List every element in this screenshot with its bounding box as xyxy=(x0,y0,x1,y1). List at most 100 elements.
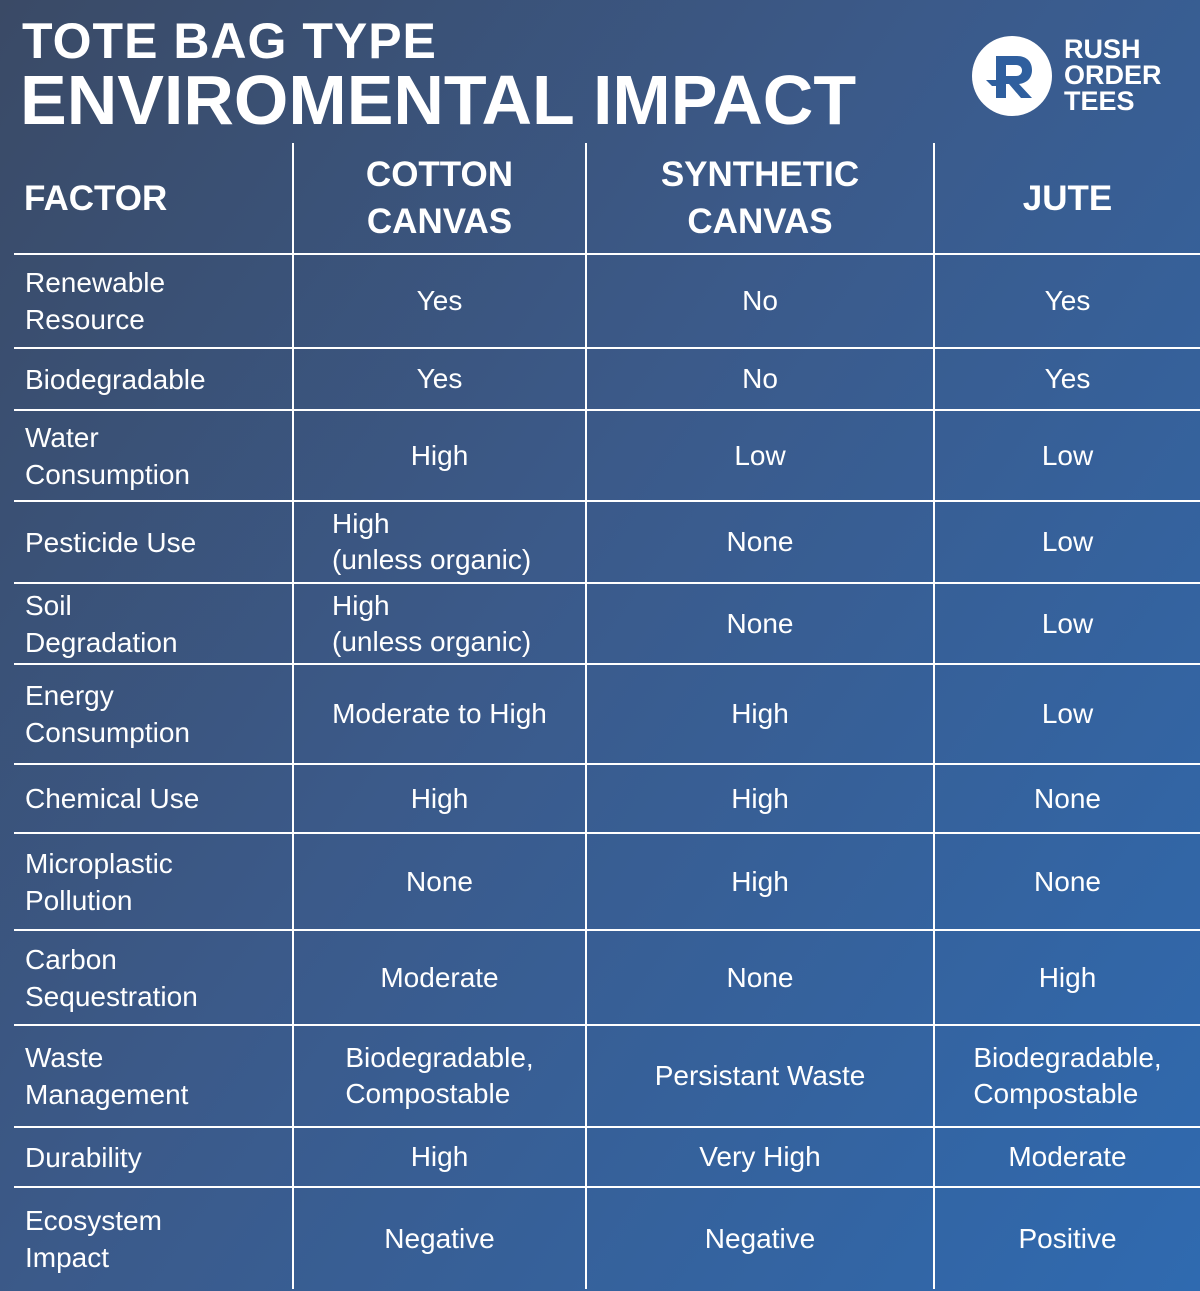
value-label: Low xyxy=(1041,439,1094,471)
factor-label: Renewable Resource xyxy=(25,267,166,335)
table-row: Waste Management Biodegradable, Compostab… xyxy=(14,1024,1200,1127)
value-cell: Biodegradable, Compostable xyxy=(292,1024,586,1127)
value-label: High xyxy=(410,1141,469,1172)
value-label: High xyxy=(1038,961,1097,993)
logo-word-tees: TEES xyxy=(1064,86,1135,116)
value-cell: None xyxy=(585,500,934,583)
factor-cell: Microplastic Pollution xyxy=(14,832,293,930)
value-cell: Moderate xyxy=(933,1126,1200,1187)
factor-cell: Ecosystem Impact xyxy=(14,1186,293,1289)
factor-cell: Chemical Use xyxy=(14,763,293,833)
table-row: Ecosystem Impact Negative Negative Positive xyxy=(14,1186,1200,1289)
table-row: Water Consumption High Low Low xyxy=(14,409,1200,501)
value-cell: High (unless organic) xyxy=(292,582,586,664)
table-row: Soil Degradation High (unless organic) Non… xyxy=(14,582,1200,664)
factor-cell: Pesticide Use xyxy=(14,500,293,583)
value-cell: Very High xyxy=(585,1126,934,1187)
value-label: None xyxy=(726,607,794,639)
factor-cell: Energy Consumption xyxy=(14,663,293,764)
r-logo-icon xyxy=(972,36,1052,116)
column-header: COTTON CANVAS xyxy=(292,143,586,254)
value-label: Moderate xyxy=(380,961,499,993)
table-row: Carbon Sequestration Moderate None High xyxy=(14,929,1200,1025)
value-label: High xyxy=(410,782,469,814)
value-cell: High xyxy=(585,663,934,764)
value-label: High xyxy=(731,782,789,814)
value-label: Negative xyxy=(704,1222,816,1254)
column-header-label: JUTE xyxy=(1022,178,1113,218)
value-label: No xyxy=(742,363,778,394)
table-row: Chemical Use High High None xyxy=(14,763,1200,833)
factor-cell: Carbon Sequestration xyxy=(14,929,293,1025)
factor-label: Biodegradable xyxy=(25,363,206,395)
table-row: Durability High Very High Moderate xyxy=(14,1126,1200,1187)
table-row: Energy Consumption Moderate to High High Lo… xyxy=(14,663,1200,764)
value-cell: None xyxy=(585,582,934,664)
factor-label: Water Consumption xyxy=(25,421,190,490)
factor-label: Soil Degradation xyxy=(25,589,178,658)
value-cell: High xyxy=(292,763,586,833)
value-cell: High xyxy=(585,832,934,930)
value-label: Moderate to High xyxy=(332,698,547,729)
factor-label: Carbon Sequestration xyxy=(25,943,198,1012)
factor-label: Waste Management xyxy=(25,1042,189,1110)
value-label: None xyxy=(1034,782,1101,814)
value-cell: Yes xyxy=(933,347,1200,410)
column-header-label: COTTON CANVAS xyxy=(365,155,514,241)
factor-cell: Biodegradable xyxy=(14,347,293,410)
factor-label: Microplastic Pollution xyxy=(25,847,173,916)
rush-order-tees-logo: RUSH ORDER TEES xyxy=(972,34,1182,120)
value-cell: Yes xyxy=(933,253,1200,348)
column-header-label: SYNTHETIC CANVAS xyxy=(660,155,860,241)
column-header: SYNTHETIC CANVAS xyxy=(585,143,934,254)
value-label: Low xyxy=(1041,698,1094,729)
value-cell: None xyxy=(933,763,1200,833)
value-cell: High xyxy=(933,929,1200,1025)
value-label: Positive xyxy=(1018,1222,1117,1254)
value-label: Biodegradable, Compostable xyxy=(973,1042,1162,1109)
value-label: Biodegradable, Compostable xyxy=(345,1042,534,1109)
value-label: Low xyxy=(1041,607,1094,639)
value-cell: Low xyxy=(933,582,1200,664)
value-cell: Low xyxy=(585,409,934,501)
logo-word-rush: RUSH xyxy=(1064,34,1141,64)
factor-label: Durability xyxy=(25,1141,142,1173)
page-title-line1: TOTE BAG TYPE xyxy=(22,13,437,69)
page-title-line2: ENVIROMENTAL IMPACT xyxy=(20,61,857,139)
factor-cell: Durability xyxy=(14,1126,293,1187)
value-label: Low xyxy=(734,439,786,471)
value-label: None xyxy=(406,865,473,897)
value-cell: Biodegradable, Compostable xyxy=(933,1024,1200,1127)
table-body: Renewable Resource Yes No Yes Biodegradable Y… xyxy=(14,253,1200,1289)
value-cell: Yes xyxy=(292,253,586,348)
value-label: No xyxy=(742,285,778,316)
logo-word-order: ORDER xyxy=(1064,60,1162,90)
factor-cell: Waste Management xyxy=(14,1024,293,1127)
header-row: FACTOR COTTON CANVAS SYNTHETIC CANVAS JU… xyxy=(14,143,1200,254)
table-row: Pesticide Use High (unless organic) None Lo… xyxy=(14,500,1200,583)
value-cell: No xyxy=(585,253,934,348)
value-label: Persistant Waste xyxy=(654,1060,866,1091)
value-cell: Low xyxy=(933,409,1200,501)
table-row: Biodegradable Yes No Yes xyxy=(14,347,1200,410)
factor-cell: Renewable Resource xyxy=(14,253,293,348)
value-label: Negative xyxy=(384,1222,495,1254)
value-cell: Moderate to High xyxy=(292,663,586,764)
value-label: High xyxy=(731,865,789,897)
value-label: Yes xyxy=(1044,363,1091,394)
value-cell: Negative xyxy=(585,1186,934,1289)
factor-cell: Water Consumption xyxy=(14,409,293,501)
value-label: High xyxy=(410,439,469,471)
value-cell: Yes xyxy=(292,347,586,410)
column-header: FACTOR xyxy=(14,143,293,254)
value-cell: Moderate xyxy=(292,929,586,1025)
factor-label: Chemical Use xyxy=(25,783,200,814)
value-cell: Negative xyxy=(292,1186,586,1289)
value-label: Very High xyxy=(699,1141,821,1172)
value-label: High (unless organic) xyxy=(332,589,532,657)
column-header: JUTE xyxy=(933,143,1200,254)
factor-label: Energy Consumption xyxy=(25,680,190,748)
value-label: Yes xyxy=(1044,285,1091,316)
value-label: Yes xyxy=(416,363,463,394)
value-cell: Persistant Waste xyxy=(585,1024,934,1127)
